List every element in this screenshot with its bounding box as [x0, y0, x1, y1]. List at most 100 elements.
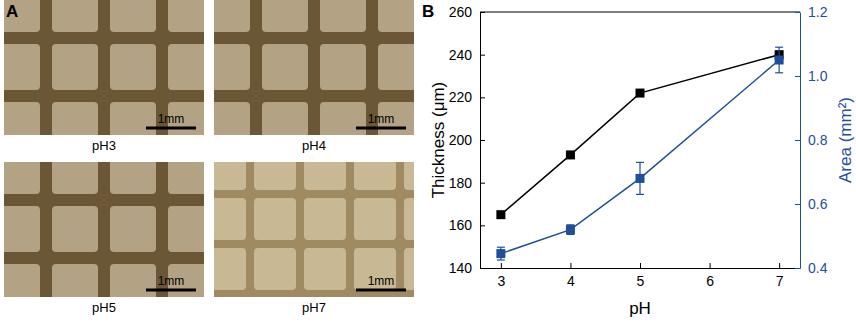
tick: 220	[449, 89, 485, 105]
mesh-cell	[404, 198, 414, 240]
error-bar-cap	[636, 194, 644, 195]
tick: 0.6	[795, 196, 828, 212]
tick: 5	[637, 263, 645, 289]
frame-line	[480, 12, 800, 13]
mesh-cell	[110, 162, 156, 194]
photo-image	[214, 0, 414, 135]
scale-bar-label: 1mm	[368, 112, 395, 126]
mesh-cell	[52, 44, 98, 90]
mesh-cell	[354, 248, 396, 290]
tick-label: 3	[497, 273, 505, 289]
error-bar	[636, 162, 644, 194]
mesh-cell	[110, 206, 156, 252]
tick: 1.2	[795, 4, 828, 20]
mesh-cell	[110, 264, 156, 297]
mesh-cell	[304, 248, 346, 290]
mesh-cell	[110, 102, 156, 135]
tick-label: 0.8	[808, 132, 828, 148]
mesh-cell	[168, 206, 204, 252]
mesh-cell	[4, 0, 40, 32]
tick-label: 0.6	[808, 196, 828, 212]
error-bar-cap	[775, 72, 783, 73]
y2-axis-title: Area (mm²)	[836, 97, 855, 183]
axis-line	[800, 13, 801, 269]
y2-axis: 0.4 0.6 0.8 1.0 1.2	[795, 4, 828, 276]
photo-image	[4, 162, 204, 297]
error-bar-cap	[636, 162, 644, 163]
mesh-cell	[168, 0, 204, 32]
tick-label: 180	[449, 175, 473, 191]
photo: 1mm	[0, 148, 214, 310]
mesh-cell	[378, 44, 414, 90]
tick-label: 5	[637, 273, 645, 289]
mesh-cell	[214, 44, 250, 90]
tick-label: 0.4	[808, 260, 828, 276]
mesh-cell	[404, 248, 414, 290]
photo-caption: pH7	[302, 300, 326, 315]
photo: 1mm	[204, 148, 446, 297]
tick-label: 7	[776, 273, 784, 289]
photo-caption: pH4	[302, 138, 326, 153]
scale-bar	[146, 289, 196, 292]
tick-label: 160	[449, 217, 473, 233]
mesh-cell	[254, 248, 296, 290]
error-bar	[497, 247, 505, 260]
scale-bar	[146, 127, 196, 130]
mesh-cell	[168, 44, 204, 90]
marker	[636, 174, 645, 183]
mesh-cell	[262, 102, 308, 135]
x-axis: 3 4 5 6 7	[481, 263, 801, 289]
tick-mark	[779, 263, 780, 268]
tick-label: 240	[449, 47, 473, 63]
line	[501, 60, 779, 254]
tick: 6	[706, 263, 714, 289]
photo: 1mm	[204, 0, 424, 148]
mesh-cell	[404, 162, 414, 190]
mesh-cell	[214, 0, 250, 32]
marker	[496, 210, 505, 219]
mesh-cell	[168, 162, 204, 194]
mesh-cell	[110, 44, 156, 90]
x-axis-title: pH	[629, 299, 651, 318]
tick: 240	[449, 47, 485, 63]
tick: 180	[449, 175, 485, 191]
scale-bar-label: 1mm	[158, 274, 185, 288]
mesh-cell	[304, 198, 346, 240]
tick-mark	[795, 268, 800, 269]
error-bar-cap	[775, 47, 783, 48]
tick: 7	[776, 263, 784, 289]
tick-label: 1.2	[808, 4, 828, 20]
tick: 140	[449, 260, 485, 276]
mesh-cell	[354, 162, 396, 190]
marker	[566, 150, 575, 159]
tick-mark	[640, 263, 641, 268]
mesh-cell	[262, 0, 308, 32]
axis-line	[481, 268, 801, 269]
tick: 3	[497, 263, 505, 289]
tick: 4	[567, 263, 575, 289]
photo: 1mm	[0, 0, 214, 148]
tick-mark	[480, 55, 485, 56]
mesh-cell	[52, 0, 98, 32]
tick: 260	[449, 4, 485, 20]
mesh-cell	[52, 206, 98, 252]
marker	[636, 89, 645, 98]
error-bar-cap	[497, 259, 505, 260]
tick-mark	[795, 204, 800, 205]
tick-label: 140	[449, 260, 473, 276]
scale-bar-label: 1mm	[368, 274, 395, 288]
y-axis: 140160180200220240260	[449, 4, 485, 276]
mesh-cell	[378, 0, 414, 32]
mesh-cell	[304, 162, 346, 190]
photo-image	[4, 0, 204, 135]
tick-mark	[795, 12, 800, 13]
tick-mark	[795, 76, 800, 77]
error-bar	[566, 225, 574, 235]
tick: 160	[449, 217, 485, 233]
tick-mark	[480, 97, 485, 98]
tick-label: 1.0	[808, 68, 828, 84]
tick-label: 260	[449, 4, 473, 20]
mesh-cell	[320, 102, 366, 135]
photo-caption: pH5	[92, 300, 116, 315]
tick-label: 6	[706, 273, 714, 289]
